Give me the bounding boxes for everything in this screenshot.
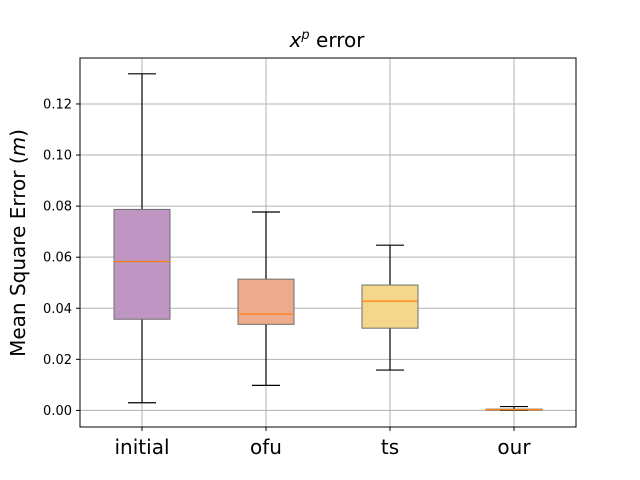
box-layer (113, 73, 543, 412)
iqr-box (113, 208, 171, 320)
iqr-box (361, 284, 419, 329)
iqr-box (237, 278, 295, 325)
category-label-our: our (497, 435, 531, 459)
plot-frame (79, 57, 577, 428)
box-ofu (237, 211, 295, 386)
box-initial (113, 73, 171, 404)
box-ts (361, 244, 419, 371)
box-our (485, 405, 543, 412)
y-tick-label: 0.08 (43, 200, 72, 215)
ylabel-unit: m (6, 137, 30, 156)
title-superscript: p (300, 28, 309, 43)
ylabel-base: Mean Square Error ( (6, 156, 30, 357)
y-tick-label: 0.12 (43, 97, 72, 112)
axis-layer: 0.00 0.02 0.04 0.06 0.08 0.10 0.12 initial ofu ts… (43, 97, 531, 459)
y-tick-label: 0.00 (43, 404, 72, 419)
title-rest: error (310, 28, 366, 52)
ylabel-end: ) (6, 129, 30, 137)
title-base: x (289, 28, 302, 52)
chart-title: xp error (289, 28, 366, 52)
y-axis-label: Mean Square Error (m) (6, 129, 30, 357)
category-label-ts: ts (381, 435, 399, 459)
y-tick-label: 0.10 (43, 149, 72, 164)
y-tick-label: 0.02 (43, 353, 72, 368)
category-label-ofu: ofu (250, 435, 282, 459)
y-tick-label: 0.06 (43, 251, 72, 266)
y-tick-label: 0.04 (43, 302, 72, 317)
category-label-initial: initial (115, 435, 170, 459)
